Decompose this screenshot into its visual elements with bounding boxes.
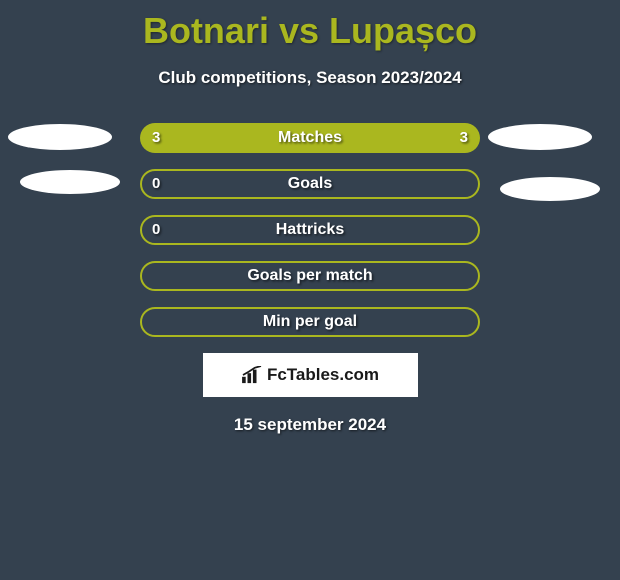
- subtitle: Club competitions, Season 2023/2024: [0, 68, 620, 88]
- stat-row: Matches33: [140, 123, 480, 153]
- stat-bar: [140, 215, 480, 245]
- stat-bar: [140, 261, 480, 291]
- brand-box[interactable]: FcTables.com: [203, 353, 418, 397]
- brand-chart-icon: [241, 366, 263, 384]
- stats-container: Matches33 Goals0 Hattricks0 Goals per match…: [0, 123, 620, 337]
- brand-text: FcTables.com: [267, 365, 379, 385]
- date-label: 15 september 2024: [0, 415, 620, 435]
- stat-bar: [140, 169, 480, 199]
- stat-bar: [140, 307, 480, 337]
- stat-row: Goals0: [140, 169, 480, 199]
- page-title: Botnari vs Lupașco: [0, 0, 620, 52]
- stat-row: Goals per match: [140, 261, 480, 291]
- stat-bar: [140, 123, 310, 153]
- stat-row: Min per goal: [140, 307, 480, 337]
- stat-bar: [310, 123, 480, 153]
- stat-row: Hattricks0: [140, 215, 480, 245]
